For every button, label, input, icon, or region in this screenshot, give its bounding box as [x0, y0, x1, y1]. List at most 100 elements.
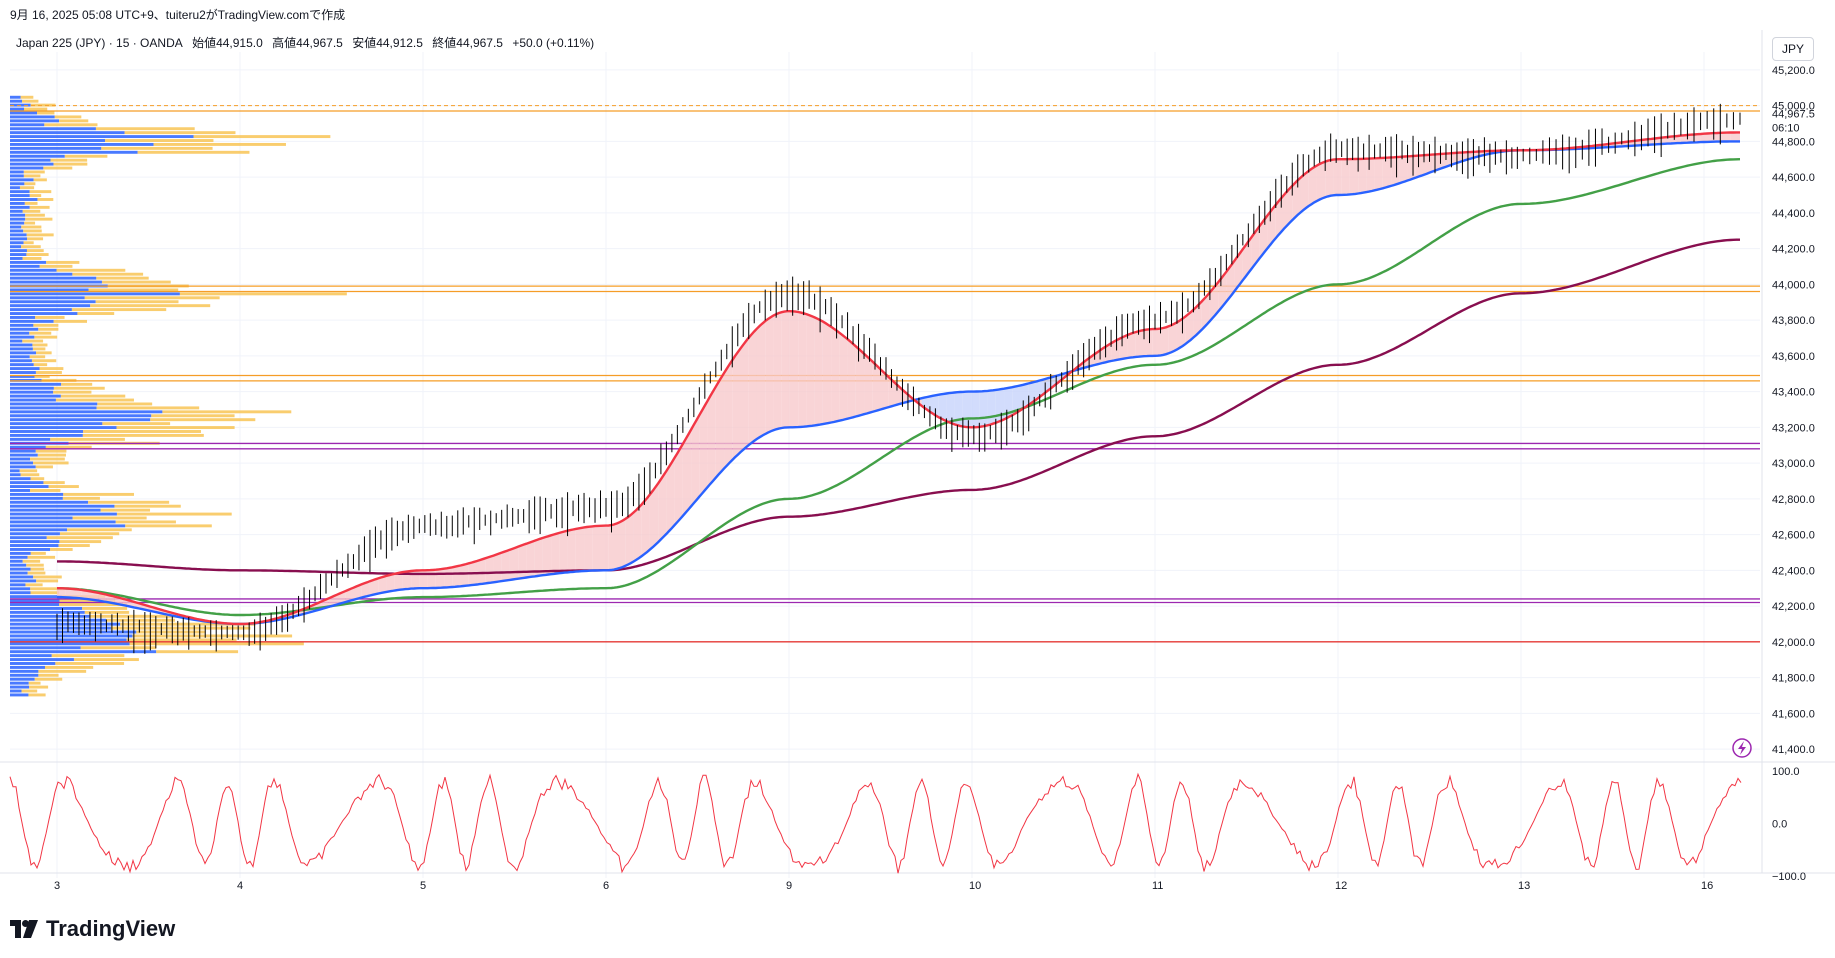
- volume-profile-down-bar: [39, 264, 73, 268]
- volume-profile-down-bar: [36, 579, 59, 583]
- ma-cloud-segment: [864, 353, 873, 415]
- volume-profile-up-bar: [10, 135, 194, 139]
- ma-cloud-segment: [452, 565, 461, 587]
- ma-cloud-segment: [674, 443, 683, 526]
- volume-profile-down-bar: [55, 662, 125, 665]
- volume-profile-up-bar: [10, 260, 47, 264]
- ma-mid-line: [56, 140, 1740, 626]
- volume-profile-down-bar: [59, 540, 102, 544]
- ma-cloud-segment: [773, 312, 782, 431]
- volume-profile-down-bar: [53, 386, 105, 390]
- ma-cloud-segment: [1407, 155, 1416, 181]
- volume-profile-down-bar: [97, 402, 153, 406]
- volume-profile-down-bar: [153, 142, 286, 146]
- ma-cloud-segment: [353, 584, 362, 600]
- volume-profile-up-bar: [10, 540, 60, 544]
- tradingview-logo[interactable]: TradingView: [10, 916, 175, 942]
- ma-cloud-segment: [526, 540, 535, 578]
- volume-profile-down-bar: [80, 646, 157, 650]
- oscillator-axis-label: 0.0: [1772, 819, 1787, 831]
- volume-profile-down-bar: [115, 520, 176, 524]
- ma-cloud-segment: [740, 337, 749, 453]
- volume-profile-up-bar: [10, 599, 60, 603]
- volume-profile-down-bar: [22, 339, 44, 343]
- time-axis-label: 6: [603, 880, 609, 892]
- volume-profile-up-bar: [10, 465, 36, 469]
- volume-profile-up-bar: [10, 532, 60, 536]
- price-axis-label: 43,000.0: [1772, 458, 1815, 470]
- volume-profile-up-bar: [10, 304, 91, 308]
- ma-cloud-segment: [1720, 132, 1731, 142]
- ma-cloud-segment: [855, 346, 865, 417]
- volume-profile-down-bar: [43, 481, 65, 485]
- ma-cloud-segment: [378, 575, 387, 594]
- lightning-icon[interactable]: [1732, 738, 1752, 758]
- ma-cloud-segment: [748, 328, 757, 446]
- ma-cloud-segment: [567, 528, 576, 573]
- ma-cloud-segment: [995, 388, 1005, 423]
- volume-profile-down-bar: [22, 559, 41, 563]
- volume-profile-down-bar: [156, 650, 239, 654]
- volume-profile-down-bar: [30, 591, 60, 595]
- volume-profile-down-bar: [24, 182, 36, 186]
- open-value: 始値44,915.0: [192, 36, 263, 50]
- volume-profile-up-bar: [10, 398, 56, 402]
- currency-button[interactable]: JPY: [1772, 37, 1814, 61]
- volume-profile-down-bar: [21, 225, 42, 229]
- ma-cloud-segment: [1730, 132, 1740, 142]
- volume-profile-up-bar: [10, 665, 45, 669]
- ma-cloud-segment: [1440, 153, 1449, 169]
- volume-profile-up-bar: [10, 205, 30, 209]
- ma-cloud-segment: [1671, 135, 1681, 144]
- volume-profile-up-bar: [10, 603, 60, 606]
- price-axis-label: 44,400.0: [1772, 208, 1815, 220]
- volume-profile-down-bar: [22, 257, 42, 260]
- volume-profile-down-bar: [54, 115, 82, 119]
- volume-profile-down-bar: [30, 567, 45, 571]
- volume-profile-up-bar: [10, 406, 97, 410]
- last-price-label: 44,967.5: [1772, 108, 1815, 120]
- volume-profile-down-bar: [136, 630, 206, 634]
- ma-cloud-segment: [493, 552, 502, 583]
- price-axis-label: 42,400.0: [1772, 565, 1815, 577]
- ma-cloud-segment: [682, 429, 692, 516]
- volume-profile-up-bar: [10, 528, 67, 532]
- volume-profile-down-bar: [29, 205, 50, 209]
- volume-profile-down-bar: [25, 213, 45, 217]
- volume-profile-up-bar: [10, 563, 27, 567]
- volume-profile-down-bar: [24, 201, 38, 205]
- volume-profile-up-bar: [10, 190, 30, 194]
- volume-profile-up-bar: [10, 587, 31, 591]
- time-axis-label: 11: [1152, 880, 1163, 892]
- volume-profile-up-bar: [10, 166, 44, 170]
- ma-cloud-segment: [962, 391, 972, 428]
- volume-profile-down-bar: [27, 555, 56, 559]
- ma-cloud-segment: [1176, 316, 1186, 350]
- volume-profile-up-bar: [10, 595, 62, 599]
- ma-cloud-segment: [1193, 301, 1202, 338]
- ma-cloud-segment: [509, 546, 519, 580]
- volume-profile-up-bar: [10, 367, 40, 371]
- volume-profile-down-bar: [50, 547, 73, 551]
- volume-profile-down-bar: [21, 245, 41, 249]
- ma-cloud-segment: [1680, 134, 1691, 143]
- volume-profile-up-bar: [10, 544, 59, 547]
- volume-profile-up-bar: [10, 253, 27, 257]
- volume-profile-up-bar: [10, 473, 21, 477]
- ma-cloud-segment: [1160, 326, 1169, 356]
- price-axis-label: 42,800.0: [1772, 494, 1815, 506]
- ma-cloud-segment: [732, 348, 741, 461]
- volume-profile-down-bar: [114, 504, 181, 508]
- volume-profile-down-bar: [21, 689, 38, 693]
- ma-cloud-segment: [386, 573, 395, 592]
- volume-profile-up-bar: [10, 300, 96, 304]
- volume-profile-up-bar: [10, 213, 26, 217]
- symbol-name[interactable]: Japan 225 (JPY) · 15 · OANDA: [16, 36, 183, 50]
- volume-profile-down-bar: [96, 406, 200, 410]
- ma-cloud-segment: [971, 391, 980, 428]
- volume-profile-down-bar: [29, 194, 42, 198]
- ma-cloud-segment: [781, 311, 790, 429]
- volume-profile-down-bar: [126, 638, 237, 642]
- volume-profile-up-bar: [10, 551, 31, 555]
